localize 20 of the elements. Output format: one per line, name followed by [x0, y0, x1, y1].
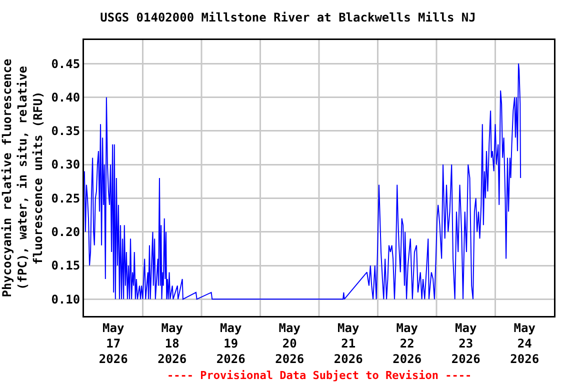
x-tick-label: May 21 2026 [334, 320, 363, 366]
y-tick-label: 0.35 [51, 124, 80, 138]
x-tick-label: May 17 2026 [98, 320, 128, 366]
x-tick-label: May 22 2026 [392, 320, 422, 366]
x-tick-label: May 23 2026 [451, 320, 480, 366]
y-tick-label: 0.10 [51, 292, 80, 306]
chart-title: USGS 01402000 Millstone River at Blackwells Mills NJ [100, 10, 476, 24]
y-tick-label: 0.25 [51, 191, 80, 206]
x-tick-label: May 20 2026 [275, 320, 304, 366]
y-tick-label: 0.40 [51, 90, 80, 104]
y-tick-label: 0.15 [51, 258, 80, 273]
x-tick-label: May 19 2026 [216, 320, 246, 366]
text: ---- Provisional Data Subject to Revision ---- [167, 369, 472, 382]
y-tick-label: 0.45 [51, 56, 80, 71]
y-tick-label: 0.30 [51, 158, 80, 172]
x-tick-label: May 18 2026 [158, 320, 187, 366]
x-tick-label: May 24 2026 [510, 320, 540, 366]
y-axis-title: Phycocyanin relative fluorescence (fPC), water, in situ, relative fluorescence units (RFU) [0, 58, 46, 298]
line-series [84, 63, 522, 300]
y-tick-label: 0.20 [51, 225, 80, 240]
